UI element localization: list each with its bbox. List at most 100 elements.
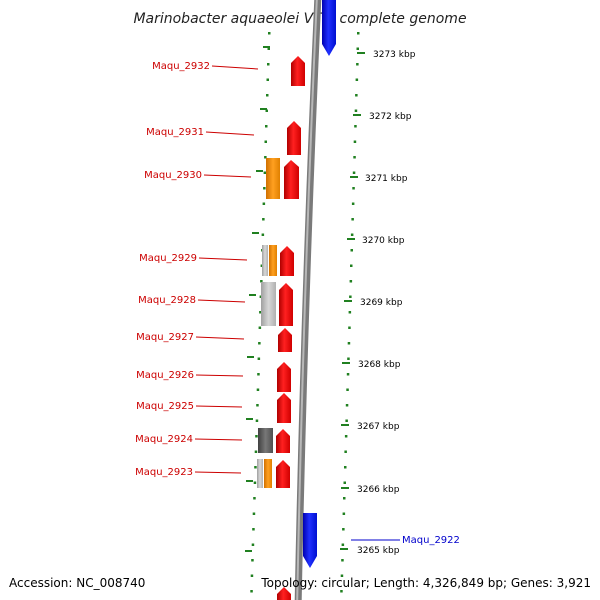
gene-label-maqu-2925[interactable]: Maqu_2925 bbox=[136, 401, 194, 412]
gene-arrow-maqu-2930[interactable] bbox=[284, 160, 299, 199]
gene-label-maqu-2930[interactable]: Maqu_2930 bbox=[144, 170, 202, 181]
leader-line bbox=[195, 405, 243, 408]
track-dot bbox=[344, 435, 348, 438]
gene-arrow-maqu-2929[interactable] bbox=[280, 246, 294, 276]
gene-label-maqu-2926[interactable]: Maqu_2926 bbox=[136, 370, 194, 381]
track-dot bbox=[250, 590, 253, 593]
track-dot bbox=[345, 404, 349, 407]
leader-line bbox=[211, 65, 259, 70]
gene-label-maqu-2928[interactable]: Maqu_2928 bbox=[138, 295, 196, 306]
track-dot bbox=[251, 543, 255, 546]
track-dot bbox=[265, 125, 268, 128]
track-dot bbox=[352, 187, 355, 190]
track-dot bbox=[347, 342, 351, 345]
track-dot bbox=[267, 63, 270, 66]
track-dot bbox=[346, 388, 349, 391]
leader-line bbox=[195, 374, 244, 377]
gene-arrow-maqu-2924[interactable] bbox=[276, 429, 290, 453]
feature-orange-2923[interactable] bbox=[264, 459, 272, 488]
track-dot bbox=[254, 466, 257, 469]
scale-tick-label: 3270 kbp bbox=[362, 236, 405, 246]
leader-line bbox=[194, 471, 242, 474]
track-dot bbox=[342, 512, 346, 515]
track-dot bbox=[262, 202, 266, 205]
track-dot bbox=[340, 590, 343, 593]
track-tick bbox=[247, 356, 254, 358]
left-gene-labels: Maqu_2932 Maqu_2931 Maqu_2930 Maqu_2929 … bbox=[135, 61, 259, 478]
gene-label-maqu-2931[interactable]: Maqu_2931 bbox=[146, 127, 204, 138]
track-dot bbox=[253, 481, 257, 484]
track-dot bbox=[353, 140, 357, 143]
track-dot bbox=[264, 156, 267, 159]
track-dot bbox=[348, 311, 352, 314]
track-dot bbox=[346, 373, 350, 376]
reverse-strand-genes bbox=[303, 0, 336, 568]
track-dot bbox=[350, 264, 353, 267]
genome-backbone bbox=[294, 0, 322, 600]
gene-arrow-bottom-partial[interactable] bbox=[277, 587, 291, 600]
gene-arrow-maqu-2925[interactable] bbox=[277, 393, 291, 423]
gene-label-maqu-2927[interactable]: Maqu_2927 bbox=[136, 332, 194, 343]
track-dot bbox=[256, 404, 259, 407]
track-tick bbox=[245, 550, 252, 552]
gene-label-maqu-2923[interactable]: Maqu_2923 bbox=[135, 467, 193, 478]
track-dot bbox=[265, 109, 268, 112]
feature-grey-2929[interactable] bbox=[262, 245, 268, 276]
map-title: Marinobacter aquaeolei VT8, complete gen… bbox=[133, 11, 466, 27]
track-dot bbox=[263, 171, 267, 174]
gene-arrow-maqu-2927[interactable] bbox=[278, 328, 292, 352]
track-tick bbox=[260, 108, 267, 110]
scale-tick-label: 3269 kbp bbox=[360, 298, 403, 308]
track-tick bbox=[263, 46, 270, 48]
gene-arrow-maqu-2932[interactable] bbox=[291, 56, 305, 86]
track-dot bbox=[259, 311, 262, 314]
track-dot bbox=[342, 528, 345, 531]
track-dot bbox=[341, 543, 345, 546]
other-features bbox=[257, 158, 280, 488]
track-dot bbox=[255, 419, 259, 422]
feature-orange-2930[interactable] bbox=[266, 158, 280, 199]
track-dot bbox=[357, 32, 360, 35]
gene-arrow-maqu-2931[interactable] bbox=[287, 121, 301, 155]
track-dot bbox=[264, 140, 267, 143]
scale-tick-label: 3265 kbp bbox=[357, 546, 400, 556]
gene-label-maqu-2922[interactable]: Maqu_2922 bbox=[402, 535, 460, 546]
feature-grey-2928[interactable] bbox=[261, 282, 276, 326]
track-dot bbox=[354, 125, 357, 128]
track-dot bbox=[266, 78, 269, 81]
gene-label-maqu-2924[interactable]: Maqu_2924 bbox=[135, 434, 193, 445]
scale-tick-label: 3266 kbp bbox=[357, 485, 400, 495]
track-tick bbox=[246, 480, 253, 482]
track-dot bbox=[258, 342, 261, 345]
track-dot bbox=[255, 435, 258, 438]
track-dot bbox=[350, 249, 353, 252]
feature-dark-2924[interactable] bbox=[258, 428, 273, 453]
track-dot bbox=[350, 233, 354, 236]
track-dot bbox=[351, 218, 354, 221]
left-dotted-track bbox=[245, 32, 271, 593]
track-dot bbox=[252, 528, 255, 531]
gene-label-maqu-2929[interactable]: Maqu_2929 bbox=[139, 253, 197, 264]
track-dot bbox=[260, 264, 264, 267]
track-dot bbox=[258, 326, 262, 329]
scale-tick-label: 3273 kbp bbox=[373, 50, 416, 60]
feature-grey-2923[interactable] bbox=[257, 459, 263, 488]
gene-arrow-blue[interactable] bbox=[322, 0, 336, 56]
track-dot bbox=[351, 202, 355, 205]
track-dot bbox=[263, 187, 266, 190]
gene-arrow-maqu-2928[interactable] bbox=[279, 283, 293, 326]
track-dot bbox=[257, 357, 261, 360]
track-dot bbox=[343, 497, 346, 500]
feature-orange-2929[interactable] bbox=[269, 245, 277, 276]
gene-label-maqu-2932[interactable]: Maqu_2932 bbox=[152, 61, 210, 72]
track-tick bbox=[252, 232, 259, 234]
track-dot bbox=[261, 233, 265, 236]
track-dot bbox=[348, 326, 351, 329]
gene-arrow-maqu-2922[interactable] bbox=[303, 513, 317, 568]
track-dot bbox=[353, 156, 356, 159]
track-dot bbox=[341, 559, 344, 562]
track-dot bbox=[268, 32, 271, 35]
gene-arrow-maqu-2923[interactable] bbox=[276, 460, 290, 488]
gene-arrow-maqu-2926[interactable] bbox=[277, 362, 291, 392]
